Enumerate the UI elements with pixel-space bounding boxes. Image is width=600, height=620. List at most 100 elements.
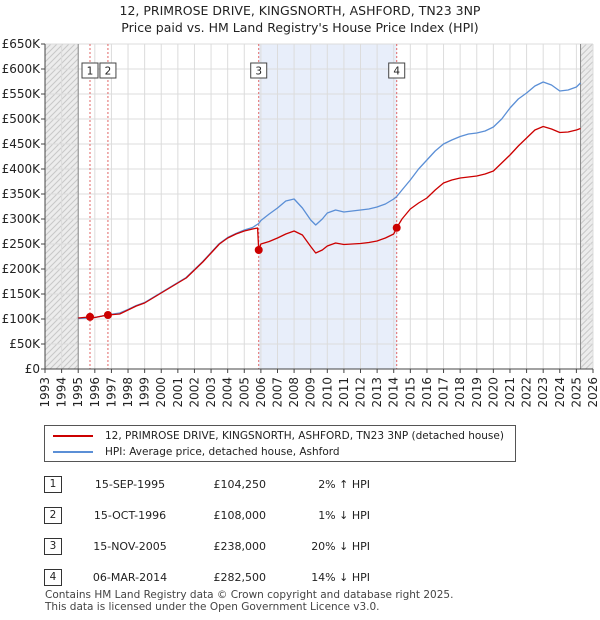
hatch-line (580, 193, 594, 207)
transaction-price: £108,000 (213, 509, 267, 522)
transaction-number: 4 (44, 569, 62, 586)
x-tick-label: 2006 (254, 377, 268, 408)
x-tick-label: 2023 (536, 377, 550, 408)
transaction-number: 3 (44, 538, 62, 555)
x-tick-label: 2000 (154, 377, 168, 408)
sale-point-2 (103, 311, 112, 319)
hatch-line (580, 295, 594, 309)
hatch-line (580, 175, 594, 189)
hatch-line (580, 73, 594, 87)
marker-box-1 (81, 62, 99, 79)
hatch-line (580, 355, 594, 369)
x-tick-label: 2007 (270, 377, 284, 408)
x-tick-label: 2003 (204, 377, 218, 408)
x-tick-label: 1999 (138, 377, 152, 408)
hatch-line (580, 157, 594, 171)
transaction-date: 06-MAR-2014 (92, 571, 168, 584)
hatch-line (580, 211, 594, 225)
x-tick-label: 2025 (569, 377, 583, 408)
hatch-line (580, 97, 594, 111)
x-tick-label: 2008 (287, 377, 301, 408)
hatch-line (585, 361, 594, 370)
hatch-line (580, 223, 594, 237)
marker-box-2 (99, 62, 117, 79)
y-tick-label: £550K (2, 87, 42, 101)
y-tick-label: £450K (2, 137, 42, 151)
hatch-line (580, 253, 594, 267)
chart-subtitle: Price paid vs. HM Land Registry's House … (121, 20, 479, 35)
x-tick-label: 2024 (553, 377, 567, 408)
sale-point-4 (392, 223, 401, 232)
x-tick-label: 2009 (304, 377, 318, 408)
y-tick-label: £150K (2, 287, 42, 301)
x-tick-label: 1998 (121, 377, 135, 408)
hatch-line (580, 199, 594, 213)
hatch-line (580, 235, 594, 249)
hatch-line (580, 43, 587, 51)
x-tick-label: 2022 (520, 377, 534, 408)
marker-box-label-4: 4 (393, 66, 400, 78)
transaction-price: £282,500 (213, 571, 267, 584)
hatch-line (580, 325, 594, 339)
marker-box-4 (388, 62, 406, 79)
hatch-line (580, 313, 594, 327)
hatch-line (580, 205, 594, 219)
transaction-hpi-diff: 14% ↓ HPI (311, 571, 370, 584)
hatch-line (580, 301, 594, 315)
marker-box-3 (250, 62, 268, 79)
series-line-property (78, 125, 581, 319)
sale-point-1 (86, 312, 95, 321)
y-tick-label: £200K (2, 262, 42, 276)
hatch-line (67, 358, 79, 370)
y-tick-label: £50K (9, 337, 41, 351)
hatch-line (580, 163, 594, 177)
x-tick-label: 1993 (38, 377, 52, 408)
footer-copyright: Contains HM Land Registry data © Crown c… (45, 589, 454, 601)
x-tick-label: 2014 (387, 377, 401, 408)
transaction-row: 2 15-OCT-1996 £108,000 1% ↓ HPI (0, 505, 600, 527)
x-tick-label: 2018 (453, 377, 467, 408)
hatch-line (580, 247, 594, 261)
transaction-hpi-diff: 1% ↓ HPI (318, 509, 370, 522)
hatch-line (580, 331, 594, 345)
footer-licence: This data is licensed under the Open Gov… (45, 601, 380, 613)
hatch-line (580, 67, 594, 81)
hatch-line (44, 43, 64, 63)
legend-item-property: 12, PRIMROSE DRIVE, KINGSNORTH, ASHFORD,… (53, 429, 504, 443)
hatch-line (580, 229, 594, 243)
hatch-line (580, 169, 594, 183)
transaction-price: £238,000 (213, 540, 267, 553)
x-tick-label: 2001 (171, 377, 185, 408)
x-tick-label: 2019 (470, 377, 484, 408)
y-tick-label: £0 (25, 362, 40, 376)
hatch-line (44, 43, 52, 51)
hatch-line (580, 103, 594, 117)
transaction-row: 1 15-SEP-1995 £104,250 2% ↑ HPI (0, 474, 600, 496)
chart-title: 12, PRIMROSE DRIVE, KINGSNORTH, ASHFORD,… (119, 3, 481, 18)
legend: 12, PRIMROSE DRIVE, KINGSNORTH, ASHFORD,… (44, 425, 516, 462)
y-tick-label: £500K (2, 112, 42, 126)
hatch-line (580, 49, 594, 63)
marker-box-label-1: 1 (87, 66, 94, 78)
hatch-line (49, 340, 79, 370)
hatch-line (580, 307, 594, 321)
legend-label-property: 12, PRIMROSE DRIVE, KINGSNORTH, ASHFORD,… (105, 430, 504, 442)
hatch-line (580, 61, 594, 75)
hatch-line (580, 343, 594, 357)
y-tick-label: £300K (2, 212, 42, 226)
hatch-line (580, 265, 594, 279)
hatch-line (580, 55, 594, 69)
transaction-date: 15-SEP-1995 (94, 478, 166, 491)
x-tick-label: 1994 (55, 377, 69, 408)
hatch-line (580, 217, 594, 231)
legend-label-hpi: HPI: Average price, detached house, Ashf… (105, 446, 340, 458)
hatch-line (580, 289, 594, 303)
hatch-line (580, 127, 594, 141)
hatch-line (580, 79, 594, 93)
hatch-line (580, 319, 594, 333)
legend-item-hpi: HPI: Average price, detached house, Ashf… (53, 445, 340, 459)
x-tick-label: 1996 (88, 377, 102, 408)
y-tick-label: £250K (2, 237, 42, 251)
x-tick-label: 2015 (403, 377, 417, 408)
y-tick-label: £350K (2, 187, 42, 201)
